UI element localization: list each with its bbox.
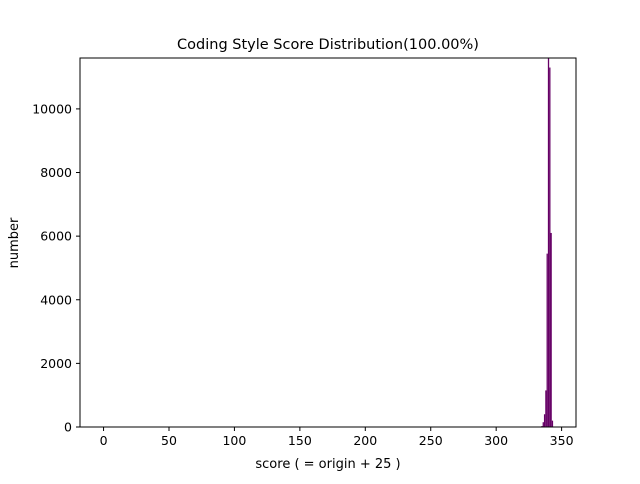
x-tick-label: 300 [484, 433, 508, 448]
histogram-bar [542, 422, 544, 427]
y-tick-label: 8000 [40, 165, 72, 180]
x-tick-label: 200 [353, 433, 377, 448]
y-tick-label: 4000 [40, 292, 72, 307]
chart-title: Coding Style Score Distribution(100.00%) [177, 37, 479, 53]
histogram-bar [551, 420, 554, 427]
x-tick-label: 250 [419, 433, 443, 448]
plot-frame [79, 57, 577, 428]
histogram-bar [547, 58, 550, 427]
histogram-bar [545, 390, 547, 427]
y-tick-label: 6000 [40, 229, 72, 244]
y-axis-ticks: 0 2000 4000 6000 8000 10000 [32, 101, 80, 435]
y-tick-label: 2000 [40, 356, 72, 371]
x-tick-label: 50 [161, 433, 177, 448]
histogram-bar [549, 67, 551, 427]
histogram-bar [546, 253, 548, 427]
histogram-bar [550, 232, 552, 427]
x-tick-label: 0 [100, 433, 108, 448]
y-axis-label: number [7, 217, 22, 268]
histogram-bar [543, 414, 546, 427]
y-tick-label: 0 [64, 420, 72, 435]
x-tick-label: 350 [550, 433, 574, 448]
x-axis-label: score ( = origin + 25 ) [255, 457, 400, 472]
y-tick-label: 10000 [32, 101, 72, 116]
x-tick-label: 150 [288, 433, 312, 448]
x-axis-ticks: 0 50 100 150 200 250 300 350 [100, 427, 574, 448]
x-tick-label: 100 [222, 433, 246, 448]
